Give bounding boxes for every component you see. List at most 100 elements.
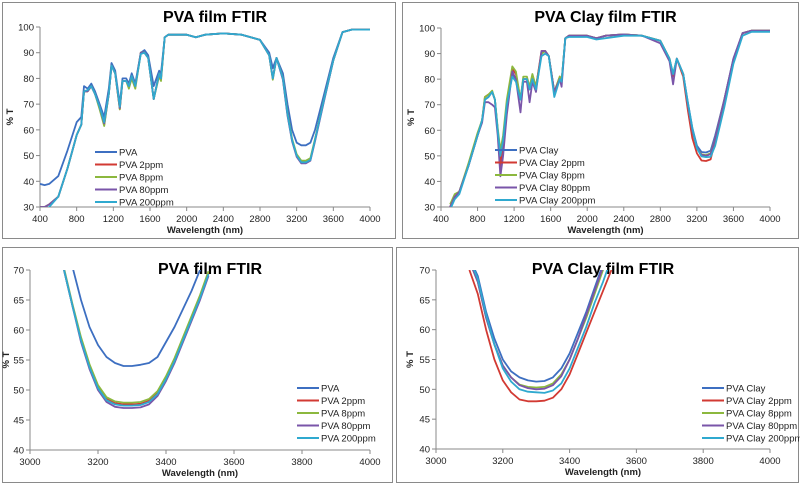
y-tick-label: 60 <box>419 325 430 336</box>
x-tick-label: 800 <box>69 214 85 225</box>
x-tick-label: 1600 <box>139 214 160 225</box>
panel-border <box>2 247 393 483</box>
y-axis-label: % T <box>1 351 12 368</box>
x-tick-label: 3200 <box>286 214 307 225</box>
y-tick-label: 70 <box>13 266 24 277</box>
x-tick-label: 3000 <box>425 456 446 467</box>
series-line-pva-clay-2ppm <box>468 270 613 403</box>
series-line-pva <box>40 28 370 187</box>
y-tick-label: 70 <box>424 100 435 111</box>
chart-title: PVA Clay film FTIR <box>532 261 675 278</box>
panel-border <box>402 2 799 239</box>
x-tick-label: 2400 <box>613 214 634 225</box>
x-tick-label: 400 <box>32 214 48 225</box>
y-tick-label: 70 <box>23 100 34 111</box>
y-tick-label: 40 <box>419 445 430 456</box>
x-tick-label: 400 <box>433 214 449 225</box>
series-line-pva <box>72 270 201 367</box>
x-tick-label: 1200 <box>504 214 525 225</box>
y-tick-label: 40 <box>23 177 34 188</box>
chart-title: PVA Clay film FTIR <box>534 9 677 26</box>
y-tick-label: 30 <box>424 203 435 214</box>
x-tick-label: 3800 <box>693 456 714 467</box>
legend-label: PVA Clay <box>519 146 559 157</box>
series-line-pva-200ppm <box>47 28 370 207</box>
y-tick-label: 65 <box>13 296 24 307</box>
legend-label: PVA Clay 2ppm <box>726 396 792 407</box>
y-tick-label: 90 <box>23 48 34 59</box>
x-tick-label: 3800 <box>291 457 312 468</box>
legend-label: PVA Clay <box>726 384 766 395</box>
y-tick-label: 45 <box>13 416 24 427</box>
x-tick-label: 1200 <box>103 214 124 225</box>
x-tick-label: 3400 <box>559 456 580 467</box>
x-tick-label: 2800 <box>650 214 671 225</box>
x-tick-label: 3200 <box>686 214 707 225</box>
chart-panel-2: 3000 3200 3400 3600 3800 4000 40 45 50 55 60 65 70 PV… <box>1 247 393 483</box>
series-group <box>468 270 613 403</box>
y-tick-label: 50 <box>419 385 430 396</box>
x-axis-label: Wavelength (nm) <box>162 468 238 479</box>
series-group <box>40 28 370 207</box>
x-tick-label: 4000 <box>359 214 380 225</box>
legend-label: PVA Clay 200ppm <box>726 434 800 445</box>
legend-label: PVA Clay 8ppm <box>726 409 792 420</box>
chart-panel-3: 3000 3200 3400 3600 3800 4000 40 45 50 55 60 65 70 PV… <box>396 247 800 483</box>
legend-label: PVA 2ppm <box>119 160 163 171</box>
series-line-pva-200ppm <box>63 270 210 407</box>
legend-label: PVA <box>321 384 340 395</box>
x-axis-label: Wavelength (nm) <box>565 467 641 478</box>
chart-panel-1: 400 800 1200 1600 2000 2400 2800 3200 3600 4000 30… <box>402 2 799 239</box>
x-tick-label: 3200 <box>87 457 108 468</box>
y-tick-label: 55 <box>13 356 24 367</box>
chart-title: PVA film FTIR <box>158 261 262 278</box>
x-tick-label: 4000 <box>359 457 380 468</box>
y-tick-label: 100 <box>419 24 435 35</box>
x-axis-label: Wavelength (nm) <box>167 225 243 236</box>
y-tick-label: 30 <box>23 203 34 214</box>
x-tick-label: 2800 <box>249 214 270 225</box>
series-line-pva-8ppm <box>63 270 210 404</box>
legend-label: PVA Clay 80ppm <box>519 183 590 194</box>
legend-label: PVA Clay 200ppm <box>519 196 595 207</box>
y-axis-label: % T <box>405 351 416 368</box>
y-tick-label: 80 <box>23 74 34 85</box>
y-tick-label: 40 <box>424 177 435 188</box>
y-tick-label: 90 <box>424 49 435 60</box>
chart-panel-0: 400 800 1200 1600 2000 2400 2800 3200 3600 4000 30… <box>2 2 396 239</box>
legend-label: PVA 8ppm <box>119 173 163 184</box>
x-tick-label: 3600 <box>723 214 744 225</box>
y-tick-label: 55 <box>419 355 430 366</box>
legend-label: PVA 80ppm <box>119 185 169 196</box>
y-tick-label: 65 <box>419 295 430 306</box>
legend-label: PVA 80ppm <box>321 421 371 432</box>
chart-title: PVA film FTIR <box>163 9 267 26</box>
x-tick-label: 3400 <box>155 457 176 468</box>
x-tick-label: 800 <box>470 214 486 225</box>
legend-label: PVA Clay 8ppm <box>519 171 585 182</box>
x-tick-label: 2000 <box>577 214 598 225</box>
series-line-pva-clay <box>473 270 602 383</box>
y-tick-label: 60 <box>13 326 24 337</box>
series-line-pva-clay-200ppm <box>473 270 609 394</box>
x-tick-label: 1600 <box>540 214 561 225</box>
series-group <box>449 29 770 207</box>
y-tick-label: 50 <box>424 151 435 162</box>
legend-label: PVA 2ppm <box>321 396 365 407</box>
panel-border <box>2 2 396 239</box>
series-group <box>63 270 210 409</box>
x-tick-label: 3200 <box>492 456 513 467</box>
x-tick-label: 3600 <box>223 457 244 468</box>
y-axis-label: % T <box>406 109 417 126</box>
y-tick-label: 60 <box>424 126 435 137</box>
legend-label: PVA 200ppm <box>321 434 376 445</box>
x-tick-label: 2400 <box>213 214 234 225</box>
x-tick-label: 2000 <box>176 214 197 225</box>
x-tick-label: 4000 <box>759 456 780 467</box>
y-tick-label: 45 <box>419 415 430 426</box>
legend-label: PVA Clay 2ppm <box>519 158 585 169</box>
x-tick-label: 3600 <box>323 214 344 225</box>
